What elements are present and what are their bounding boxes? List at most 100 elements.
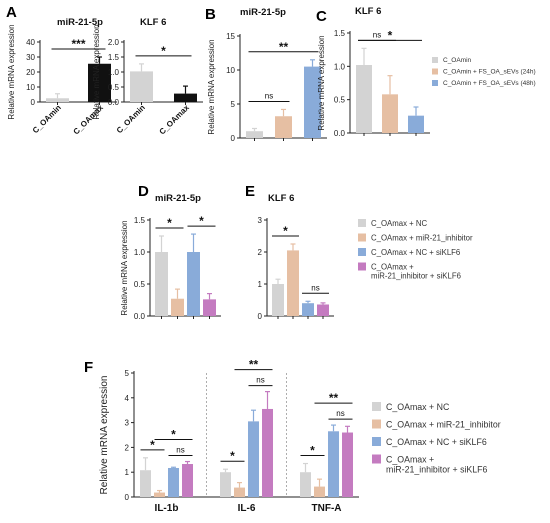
legend-label: C_OAmax + miR-21_inhibitor [386, 420, 501, 430]
legend-swatch [358, 248, 366, 256]
legend-swatch [358, 262, 366, 271]
bar [302, 303, 314, 316]
significance-label: ** [249, 358, 259, 372]
bar [187, 252, 200, 316]
significance-label: * [150, 438, 155, 452]
y-tick-label: 30 [26, 53, 35, 62]
y-axis-label: Relative mRNA expression [317, 35, 326, 130]
significance-label: ns [373, 30, 381, 39]
bar [130, 71, 153, 102]
legend-label: C_OAmax + NC [371, 219, 427, 228]
y-tick-label: 0 [31, 98, 36, 107]
bar [140, 470, 151, 497]
bar [46, 98, 69, 102]
panel-label-f: F [84, 359, 93, 376]
bar [356, 65, 372, 133]
y-tick-label: 0.0 [134, 312, 146, 321]
legend-swatch [372, 402, 381, 411]
y-tick-label: 0.0 [108, 98, 120, 107]
x-tick-label: C_OAmax [158, 103, 192, 137]
y-tick-label: 1.0 [134, 248, 146, 257]
x-tick-label: TNF-A [312, 503, 342, 514]
legend-label: C_OAmin + FS_OA_sEVs (48h) [443, 80, 536, 87]
significance-label: ns [336, 409, 344, 418]
x-tick-label: C_OAmin [31, 103, 63, 135]
significance-label: ns [265, 91, 273, 100]
legend-label: C_OAmax + [371, 263, 414, 272]
y-tick-label: 0.5 [134, 280, 146, 289]
bar [234, 487, 245, 497]
x-tick-label: C_OAmin [115, 103, 147, 135]
legend-label: C_OAmin [443, 57, 472, 64]
significance-label: ** [329, 391, 339, 405]
x-tick-label: IL-6 [238, 503, 256, 514]
y-tick-label: 40 [26, 38, 35, 47]
y-tick-label: 1.0 [108, 68, 120, 77]
bar [248, 421, 259, 497]
bar [275, 116, 292, 138]
bar [174, 93, 197, 102]
x-tick-label: IL-1b [155, 503, 179, 514]
bar [220, 472, 231, 497]
significance-label: ** [279, 40, 289, 54]
significance-label: ns [311, 283, 319, 292]
y-axis-label: Relative mRNA expression [99, 376, 110, 495]
chart-title: miR-21-5p [57, 17, 103, 28]
chart-panel-a-1: 0.0 0.5 1.0 1.5 2.0 Relative mRNA expression K… [92, 17, 203, 136]
significance-label: * [230, 449, 235, 463]
bar [304, 66, 321, 138]
bar [182, 464, 193, 497]
legend-panel-de: C_OAmax + NC C_OAmax + miR-21_inhibitor C_… [358, 219, 473, 280]
chart-panel-e-5: 0 1 2 3 KLF 6 * ns [258, 193, 334, 321]
chart-title: miR-21-5p [240, 7, 286, 18]
significance-label: * [161, 44, 166, 58]
significance-label: ns [176, 446, 184, 455]
panel-label-b: B [205, 6, 216, 23]
y-tick-label: 0 [231, 134, 236, 143]
bar [317, 304, 329, 316]
bar [154, 492, 165, 497]
legend-label: C_OAmax + miR-21_inhibitor [371, 234, 473, 243]
bar [168, 467, 179, 497]
y-tick-label: 2 [125, 443, 130, 452]
bar [203, 299, 216, 316]
bar [382, 94, 398, 133]
legend-swatch [372, 419, 381, 429]
bar [328, 431, 339, 497]
legend-label: miR-21_inhibitor + siKLF6 [371, 271, 461, 280]
y-tick-label: 2.0 [108, 38, 120, 47]
legend-swatch [372, 454, 381, 464]
significance-label: * [167, 216, 172, 230]
bar [272, 284, 284, 316]
legend-label: C_OAmax + NC + siKLF6 [386, 437, 487, 447]
bar [408, 115, 424, 133]
chart-title: KLF 6 [268, 193, 294, 204]
bar [155, 252, 168, 316]
legend-panel-bc: C_OAmin C_OAmin + FS_OA_sEVs (24h) C_OAmin… [432, 57, 536, 87]
y-tick-label: 10 [26, 83, 35, 92]
y-tick-label: 3 [258, 216, 263, 225]
legend-swatch [432, 57, 438, 63]
y-tick-label: 15 [226, 32, 235, 41]
bar [88, 63, 111, 102]
y-tick-label: 1.5 [108, 53, 120, 62]
y-tick-label: 5 [231, 100, 236, 109]
y-axis-label: Relative mRNA expression [92, 24, 101, 119]
y-tick-label: 20 [26, 68, 35, 77]
y-axis-label: Relative mRNA expression [207, 39, 216, 134]
legend-panel-f: C_OAmax + NC C_OAmax + miR-21_inhibitor C_… [372, 402, 501, 474]
significance-label: * [171, 428, 176, 442]
panel-label-c: C [316, 8, 327, 25]
y-tick-label: 1.5 [334, 29, 346, 38]
chart-panel-f: 0 1 2 3 4 5 Relative mRNA expression IL-1b IL-6 T… [99, 358, 359, 514]
bar [342, 432, 353, 497]
y-tick-label: 4 [125, 394, 130, 403]
bar [287, 250, 299, 316]
bar [262, 408, 273, 497]
y-tick-label: 2 [258, 248, 263, 257]
significance-label: ns [256, 376, 264, 385]
significance-label: * [199, 214, 204, 228]
legend-label: miR-21_inhibitor + siKLF6 [386, 464, 488, 474]
legend-swatch [372, 437, 381, 446]
y-tick-label: 0 [258, 312, 263, 321]
